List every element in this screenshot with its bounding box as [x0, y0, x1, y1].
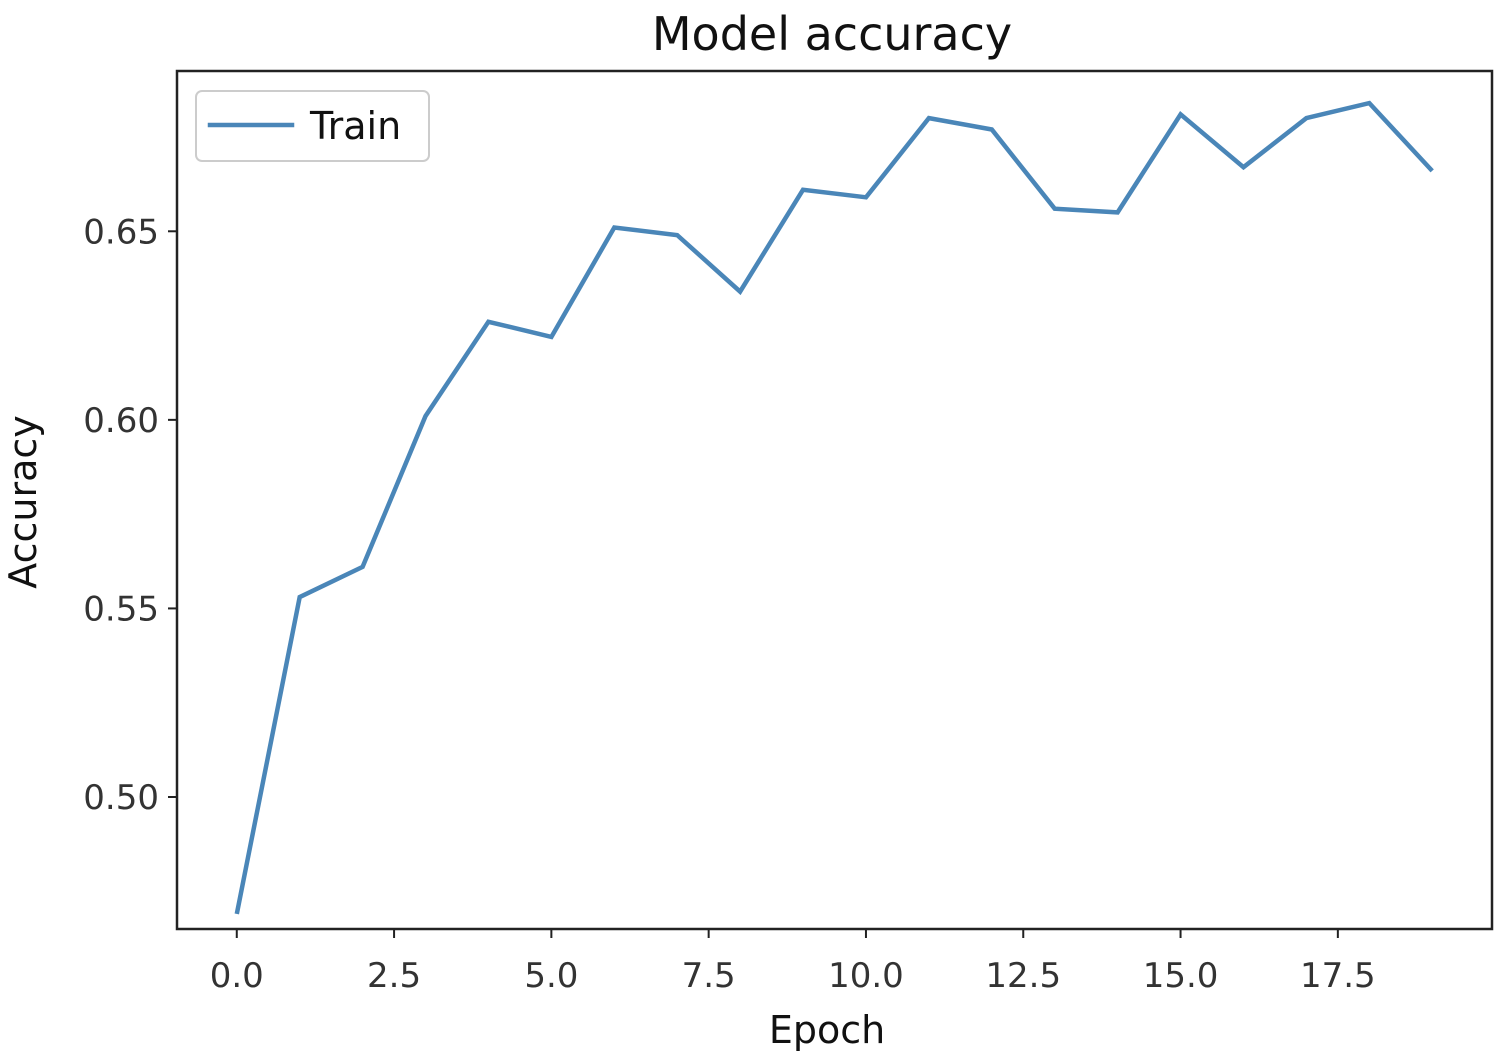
x-tick-label: 5.0	[524, 956, 578, 996]
legend-box	[195, 90, 430, 162]
x-axis-label: Epoch	[769, 1008, 885, 1052]
chart-title: Model accuracy	[652, 7, 1012, 61]
x-tick-label: 7.5	[682, 956, 736, 996]
series-layer	[234, 100, 1434, 915]
y-axis: 0.50 0.55 0.60 0.65	[83, 212, 177, 818]
x-tick-label: 12.5	[985, 956, 1061, 996]
legend-label-train: Train	[309, 104, 401, 148]
y-tick-label: 0.50	[83, 778, 159, 818]
y-tick-label: 0.55	[83, 589, 159, 629]
plot-area-frame	[175, 69, 1494, 931]
x-axis: 0.0 2.5 5.0 7.5 10.0 12.5 15.0 17.5	[210, 929, 1376, 996]
legend: Train	[195, 90, 430, 162]
y-tick-label: 0.60	[83, 401, 159, 441]
y-tick-label: 0.65	[83, 212, 159, 252]
y-axis-label: Accuracy	[1, 415, 45, 589]
x-tick-label: 17.5	[1300, 956, 1376, 996]
x-tick-label: 15.0	[1143, 956, 1219, 996]
x-tick-label: 10.0	[828, 956, 904, 996]
x-tick-label: 2.5	[367, 956, 421, 996]
series-line-train	[234, 100, 1434, 915]
x-tick-label: 0.0	[210, 956, 264, 996]
